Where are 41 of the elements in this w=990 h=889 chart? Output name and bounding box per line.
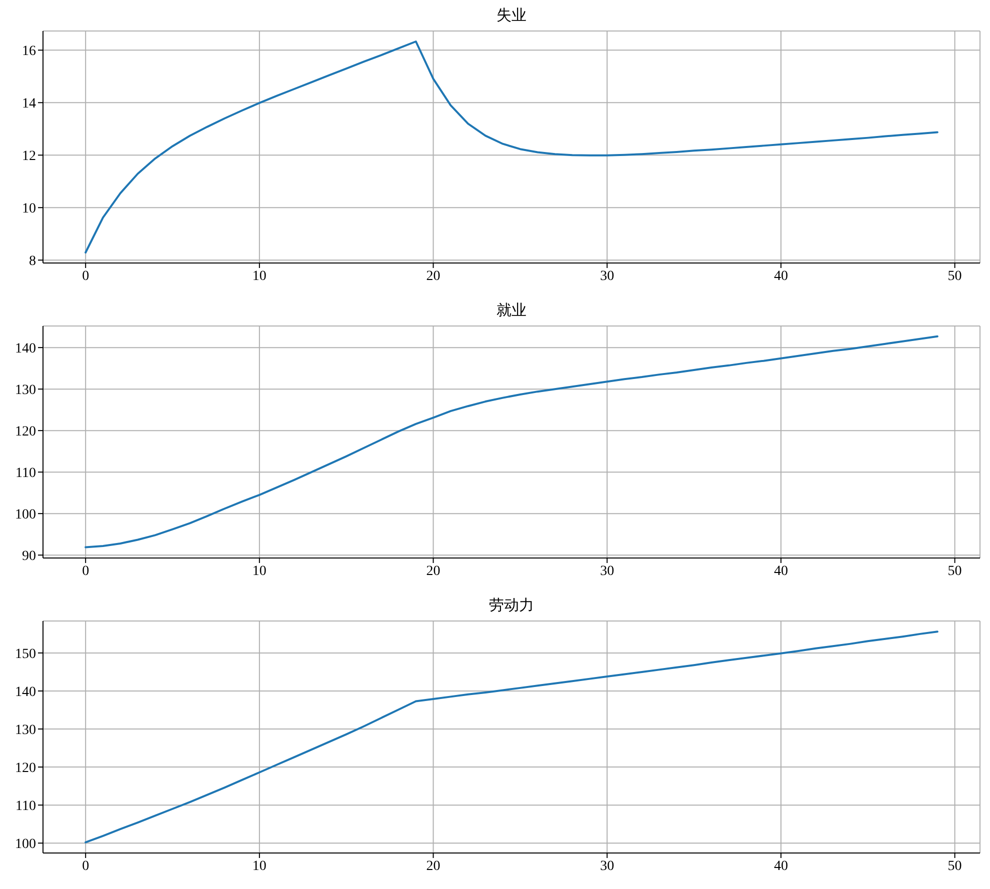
- y-tick-label: 120: [15, 424, 36, 440]
- y-tick-label: 110: [16, 799, 36, 814]
- line-series: [84, 630, 938, 844]
- x-tick-label: 10: [252, 564, 266, 579]
- x-tick-label: 20: [426, 564, 440, 579]
- line-series: [84, 335, 938, 548]
- y-tick-label: 10: [22, 202, 36, 217]
- x-tick-label: 0: [82, 858, 90, 874]
- line-series: [84, 40, 938, 254]
- y-tick-label: 120: [15, 761, 36, 776]
- x-tick-label: 30: [600, 858, 614, 874]
- y-tick-label: 110: [16, 466, 36, 482]
- y-tick-label: 14: [22, 96, 36, 112]
- x-tick-label: 50: [948, 858, 962, 874]
- y-tick-label: 140: [15, 342, 36, 357]
- y-tick-label: 8: [29, 254, 36, 270]
- x-tick-label: 10: [252, 858, 266, 874]
- x-tick-label: 50: [948, 564, 962, 579]
- chart-title: 劳动力: [488, 596, 535, 616]
- y-tick-label: 12: [22, 149, 36, 164]
- y-tick-label: 150: [15, 646, 36, 662]
- y-tick-label: 130: [15, 383, 36, 398]
- chart-title: 就业: [496, 302, 528, 321]
- x-tick-label: 10: [252, 268, 266, 284]
- x-tick-label: 30: [600, 564, 614, 579]
- y-tick-label: 90: [22, 549, 36, 564]
- x-tick-label: 20: [426, 858, 440, 874]
- y-tick-label: 100: [15, 837, 36, 852]
- x-tick-label: 50: [948, 268, 962, 284]
- y-tick-label: 16: [22, 44, 36, 60]
- x-tick-label: 20: [426, 268, 440, 284]
- y-tick-label: 130: [15, 722, 36, 738]
- x-tick-label: 30: [600, 268, 614, 284]
- x-tick-label: 40: [774, 564, 788, 579]
- x-tick-label: 0: [82, 268, 90, 284]
- x-tick-label: 40: [774, 268, 788, 284]
- x-tick-label: 40: [774, 858, 788, 874]
- x-tick-label: 0: [82, 564, 90, 579]
- y-tick-label: 140: [15, 684, 36, 700]
- y-tick-label: 100: [15, 508, 36, 523]
- chart-title: 失业: [496, 6, 528, 26]
